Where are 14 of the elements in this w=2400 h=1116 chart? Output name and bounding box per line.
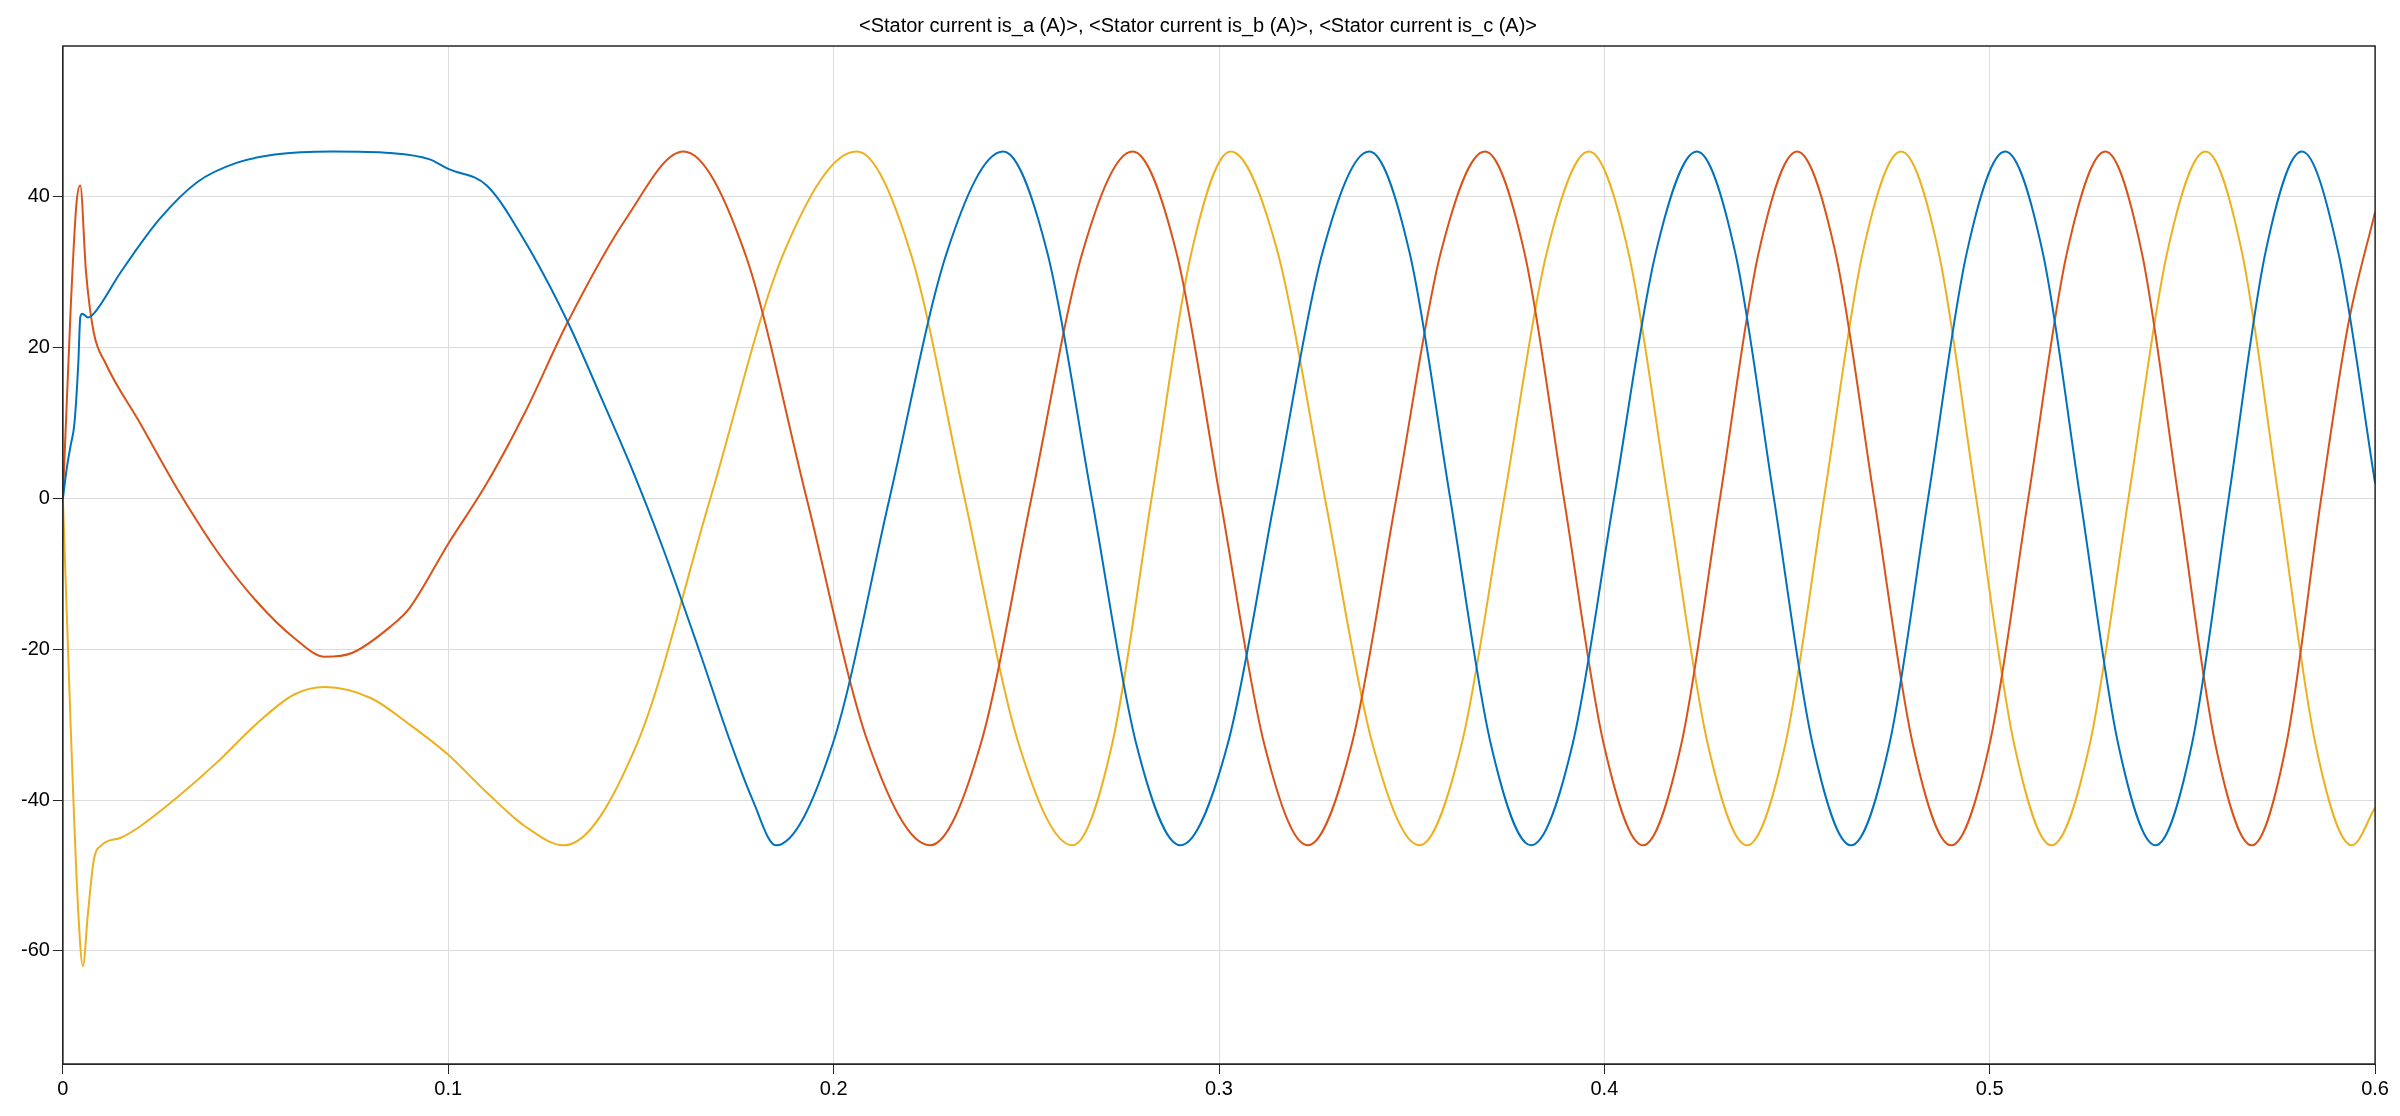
y-tick-label: -60 [21, 938, 50, 961]
y-tick-label: 0 [38, 485, 50, 508]
x-tick-label: 0.1 [434, 1076, 463, 1099]
x-tick-label: 0.5 [1975, 1076, 2004, 1099]
y-tick-label: 20 [27, 335, 50, 358]
y-tick-label: -20 [21, 636, 50, 659]
x-tick-label: 0 [57, 1076, 69, 1099]
x-tick-label: 0.3 [1205, 1076, 1233, 1099]
x-tick-label: 0.2 [819, 1076, 848, 1099]
y-tick-label: 40 [27, 184, 50, 207]
chart-title: <Stator current is_a (A)>, <Stator current is_b (A)>, <Stator current is_c (A)> [858, 13, 1538, 37]
y-tick-label: -40 [21, 787, 50, 810]
x-tick-label: 0.6 [2361, 1076, 2389, 1099]
x-tick-label: 0.4 [1590, 1076, 1619, 1099]
